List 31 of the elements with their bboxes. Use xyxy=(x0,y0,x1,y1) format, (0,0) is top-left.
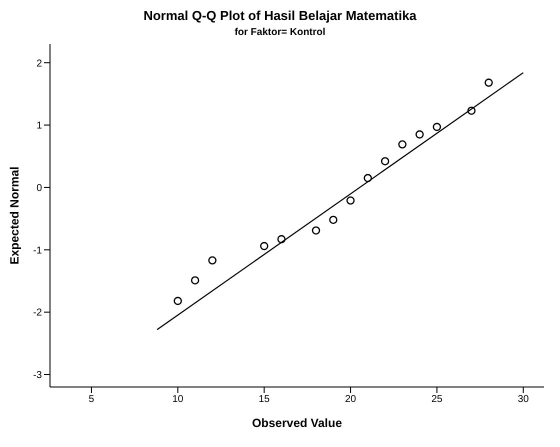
y-tick-label: 1 xyxy=(36,120,42,132)
y-axis-title: Expected Normal xyxy=(7,166,22,265)
point xyxy=(380,157,390,166)
x-tick-label: 20 xyxy=(344,394,357,406)
point xyxy=(467,106,476,115)
point xyxy=(208,256,217,265)
point xyxy=(415,130,424,139)
point xyxy=(174,296,182,306)
point xyxy=(329,216,338,224)
y-tick-label: -1 xyxy=(33,245,42,256)
x-tick-label: 5 xyxy=(88,394,95,406)
point xyxy=(277,235,286,244)
point xyxy=(260,242,268,250)
y-tick-label: 2 xyxy=(36,58,42,70)
point xyxy=(190,276,200,285)
x-tick-label: 10 xyxy=(172,394,184,406)
y-tick-label: 0 xyxy=(36,182,42,194)
point xyxy=(312,226,320,235)
y-tick-label: -3 xyxy=(33,370,42,382)
point xyxy=(346,196,355,205)
x-tick-label: 25 xyxy=(431,394,443,406)
point xyxy=(364,174,372,182)
point xyxy=(484,78,493,87)
x-tick-label: 15 xyxy=(258,394,270,406)
x-axis-title: Observed Value xyxy=(252,416,342,430)
y-tick-label: -2 xyxy=(33,308,42,319)
point xyxy=(432,122,442,132)
chart-subtitle: for Faktor= Kontrol xyxy=(234,27,326,38)
chart-title: Normal Q-Q Plot of Hasil Belajar Matematika xyxy=(142,8,418,23)
point xyxy=(398,140,407,149)
x-tick-label: 30 xyxy=(518,394,530,406)
